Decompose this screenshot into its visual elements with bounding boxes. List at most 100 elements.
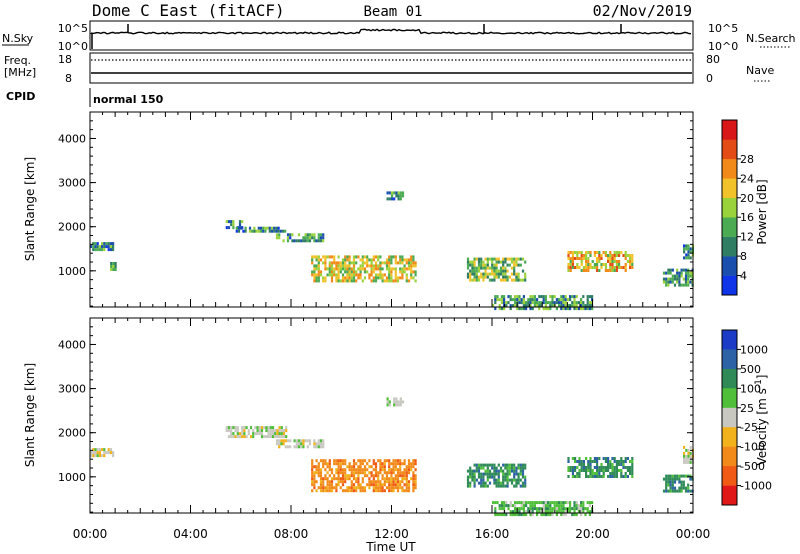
velocity-cell xyxy=(588,501,591,505)
cpid-name: normal 150 xyxy=(93,93,164,106)
velocity-cell xyxy=(604,469,607,472)
power-cell xyxy=(538,304,541,308)
velocity-cell xyxy=(480,472,483,476)
velocity-cell xyxy=(497,469,500,473)
velocity-cell xyxy=(473,478,476,482)
power-cell xyxy=(368,258,371,262)
power-cell xyxy=(494,301,497,305)
power-cell xyxy=(383,279,386,283)
power-cell xyxy=(471,269,474,273)
velocity-cell xyxy=(348,468,351,472)
power-cell xyxy=(350,276,353,280)
velocity-cell xyxy=(506,463,509,467)
velocity-cell xyxy=(555,501,558,505)
velocity-cell xyxy=(631,472,634,475)
power-cell xyxy=(576,257,579,260)
velocity-cell xyxy=(383,468,386,472)
power-cell xyxy=(344,276,347,280)
velocity-cell xyxy=(412,471,415,475)
velocity-ytick-label: 1000 xyxy=(58,471,86,484)
velocity-cell xyxy=(352,471,356,475)
velocity-cell xyxy=(370,480,373,484)
velocity-region xyxy=(90,448,115,458)
velocity-cell xyxy=(260,435,264,439)
velocity-cell xyxy=(403,483,406,487)
power-cell xyxy=(609,263,612,266)
velocity-cell xyxy=(609,475,612,478)
velocity-cell xyxy=(352,459,356,463)
power-cell xyxy=(513,257,516,261)
power-cell xyxy=(571,263,574,266)
velocity-cell xyxy=(496,501,499,505)
power-cell xyxy=(379,270,382,274)
power-cell xyxy=(508,257,511,261)
velocity-cell xyxy=(368,459,371,463)
power-cell xyxy=(683,250,686,254)
power-cell xyxy=(335,261,338,265)
velocity-cell xyxy=(471,475,474,479)
power-ytick-label: 1000 xyxy=(58,265,86,278)
power-cell xyxy=(337,270,340,274)
velocity-cell xyxy=(611,475,614,478)
velocity-cell xyxy=(515,484,518,488)
power-cell xyxy=(580,257,583,260)
velocity-cell xyxy=(357,483,360,487)
velocity-cell xyxy=(529,504,532,508)
power-cell xyxy=(311,236,314,240)
velocity-cell xyxy=(519,472,522,476)
power-cell xyxy=(517,275,520,279)
colorbar-swatch xyxy=(722,178,737,198)
power-cell xyxy=(503,301,506,305)
velocity-cell xyxy=(484,469,487,473)
power-cell xyxy=(500,301,503,305)
power-cell xyxy=(499,266,503,270)
velocity-cell xyxy=(394,486,397,490)
velocity-cell xyxy=(493,463,496,467)
power-cell xyxy=(386,191,389,195)
power-cell xyxy=(96,245,99,249)
velocity-cell xyxy=(379,480,382,484)
velocity-cell xyxy=(386,400,389,404)
power-cell xyxy=(514,304,517,308)
power-cell xyxy=(473,260,476,264)
velocity-cell xyxy=(536,507,539,511)
velocity-cell xyxy=(372,459,375,463)
power-cell xyxy=(282,239,285,243)
velocity-cell xyxy=(335,462,338,466)
colorbar-tick-label: 16 xyxy=(740,211,754,224)
velocity-cell xyxy=(368,471,371,475)
power-cell xyxy=(313,270,316,274)
velocity-cell xyxy=(514,507,517,511)
velocity-cell xyxy=(267,435,270,439)
velocity-cell xyxy=(324,474,327,478)
velocity-cell xyxy=(689,489,692,493)
time-axis-label: Time UT xyxy=(365,540,416,554)
power-cell xyxy=(624,251,627,254)
velocity-cell xyxy=(602,475,605,478)
power-cell xyxy=(107,248,110,252)
power-cell xyxy=(477,266,481,270)
nsearch-label: N.Search xyxy=(746,32,796,45)
power-cell xyxy=(388,267,391,271)
power-cell xyxy=(333,255,336,259)
velocity-cell xyxy=(330,483,334,487)
velocity-cell xyxy=(401,474,404,478)
velocity-cell xyxy=(522,507,525,511)
velocity-cell xyxy=(503,501,506,505)
power-cell xyxy=(377,255,380,259)
velocity-cell xyxy=(341,477,345,481)
power-cell xyxy=(687,256,690,260)
velocity-cell xyxy=(506,484,509,488)
velocity-cell xyxy=(359,483,362,487)
velocity-cell xyxy=(549,504,552,508)
colorbar-tick-label: -500 xyxy=(740,460,765,473)
velocity-cell xyxy=(372,468,375,472)
velocity-cell xyxy=(611,469,614,472)
power-cell xyxy=(341,261,345,265)
velocity-cell xyxy=(311,477,314,481)
velocity-cell xyxy=(392,471,395,475)
velocity-cell xyxy=(604,457,607,460)
power-cell xyxy=(544,295,547,299)
velocity-cell xyxy=(315,471,318,475)
power-cell xyxy=(685,256,688,260)
